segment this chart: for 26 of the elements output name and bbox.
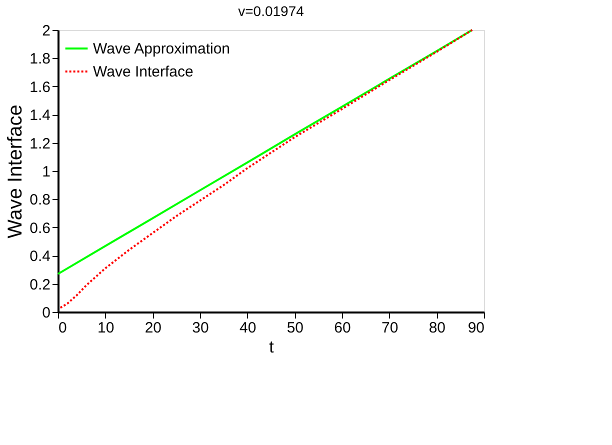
x-tick-label: 30 [192,320,209,336]
x-axis-title: t [269,338,274,356]
chart-title: v=0.01974 [238,3,304,19]
y-tick-label: 1.6 [30,78,50,96]
x-tick-label: 70 [381,320,398,336]
y-tick-label: 0.4 [30,248,50,266]
x-tick-label: 50 [286,320,304,336]
x-tick-label: 0 [58,320,67,336]
y-tick-label: 1 [42,164,50,180]
y-tick-label: 1.2 [30,135,50,152]
y-tick-label: 0.6 [30,220,50,237]
x-tick-label: 80 [428,320,446,336]
y-tick-label: 1.4 [30,107,50,124]
legend-label: Wave Approximation [93,40,230,58]
x-tick-label: 90 [468,320,484,336]
y-tick-label: 0.2 [30,276,50,294]
legend-label: Wave Interface [93,64,194,80]
y-tick-label: 0 [42,304,50,322]
x-tick-label: 20 [144,320,162,336]
x-tick-label: 60 [334,320,351,336]
y-tick-label: 1.8 [30,50,50,68]
y-axis-title: Wave Interface [4,104,27,238]
y-tick-label: 2 [42,22,50,40]
y-tick-label: 0.8 [30,192,50,209]
x-tick-label: 10 [97,320,114,336]
x-tick-label: 40 [239,320,256,336]
